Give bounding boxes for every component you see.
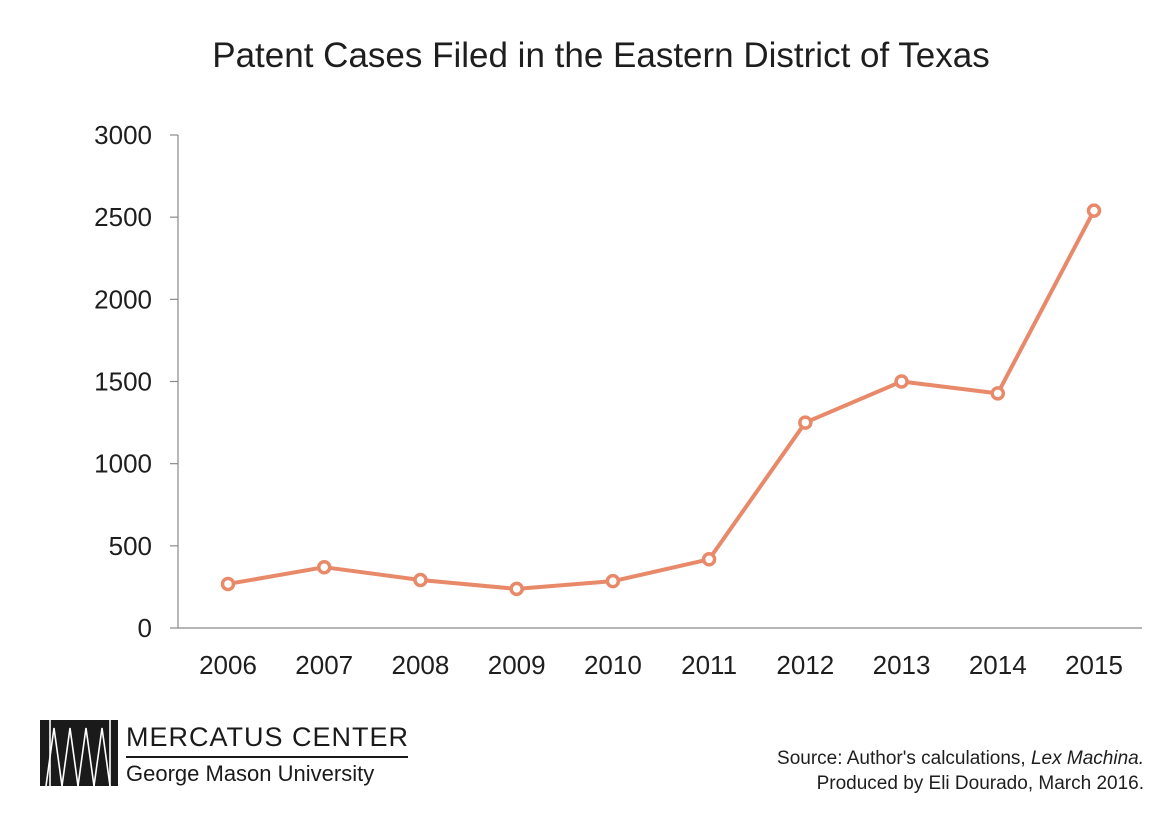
x-tick-label: 2014 bbox=[969, 650, 1027, 680]
y-axis: 0 500 1000 1500 2000 2500 3000 bbox=[94, 120, 179, 643]
y-tick-label: 1500 bbox=[94, 367, 152, 397]
data-point-2007 bbox=[316, 559, 332, 575]
x-tick-label: 2012 bbox=[776, 650, 834, 680]
data-point-2013 bbox=[894, 374, 909, 389]
data-point-2008 bbox=[413, 572, 428, 588]
source-line: Source: Author's calculations, Lex Machi… bbox=[777, 746, 1144, 771]
x-tick-label: 2015 bbox=[1065, 650, 1123, 680]
x-tick-label: 2006 bbox=[199, 650, 257, 680]
x-tick-label: 2009 bbox=[488, 650, 546, 680]
series-line bbox=[226, 208, 1096, 591]
y-tick-label: 2500 bbox=[94, 202, 152, 232]
x-tick-label: 2010 bbox=[584, 650, 642, 680]
source-note: Source: Author's calculations, Lex Machi… bbox=[777, 746, 1144, 796]
x-tick-label: 2008 bbox=[392, 650, 450, 680]
mercatus-logo-mark-icon bbox=[40, 720, 118, 786]
y-tick-label: 3000 bbox=[94, 120, 152, 150]
y-tick-label: 500 bbox=[109, 531, 152, 561]
chart-title: Patent Cases Filed in the Eastern Distri… bbox=[212, 36, 990, 75]
data-point-2014 bbox=[990, 386, 1006, 401]
produced-by-line: Produced by Eli Dourado, March 2016. bbox=[816, 773, 1144, 794]
data-point-2009 bbox=[509, 581, 524, 597]
logo-org-name: MERCATUS CENTER bbox=[126, 722, 410, 752]
data-point-2012 bbox=[798, 415, 813, 430]
x-tick-label: 2013 bbox=[873, 650, 931, 680]
y-tick-label: 2000 bbox=[94, 284, 152, 314]
y-tick-label: 1000 bbox=[94, 449, 152, 479]
y-tick-label: 0 bbox=[138, 613, 152, 643]
data-point-2011 bbox=[701, 552, 717, 567]
logo-divider bbox=[126, 756, 408, 758]
source-prefix: Source: Author's calculations, bbox=[777, 748, 1031, 769]
data-point-2010 bbox=[605, 573, 621, 589]
data-point-2015 bbox=[1086, 203, 1102, 218]
x-tick-label: 2011 bbox=[681, 650, 737, 680]
source-italic: Lex Machina. bbox=[1030, 748, 1144, 769]
x-axis: 2006 2007 2008 2009 2010 2011 2012 2013 2014 2015 bbox=[178, 627, 1142, 680]
logo-university: George Mason University bbox=[126, 761, 375, 786]
data-point-2006 bbox=[220, 576, 236, 592]
series-patent-cases bbox=[220, 203, 1102, 597]
x-tick-label: 2007 bbox=[295, 650, 353, 680]
mercatus-logo: MERCATUS CENTER George Mason University bbox=[40, 720, 409, 790]
